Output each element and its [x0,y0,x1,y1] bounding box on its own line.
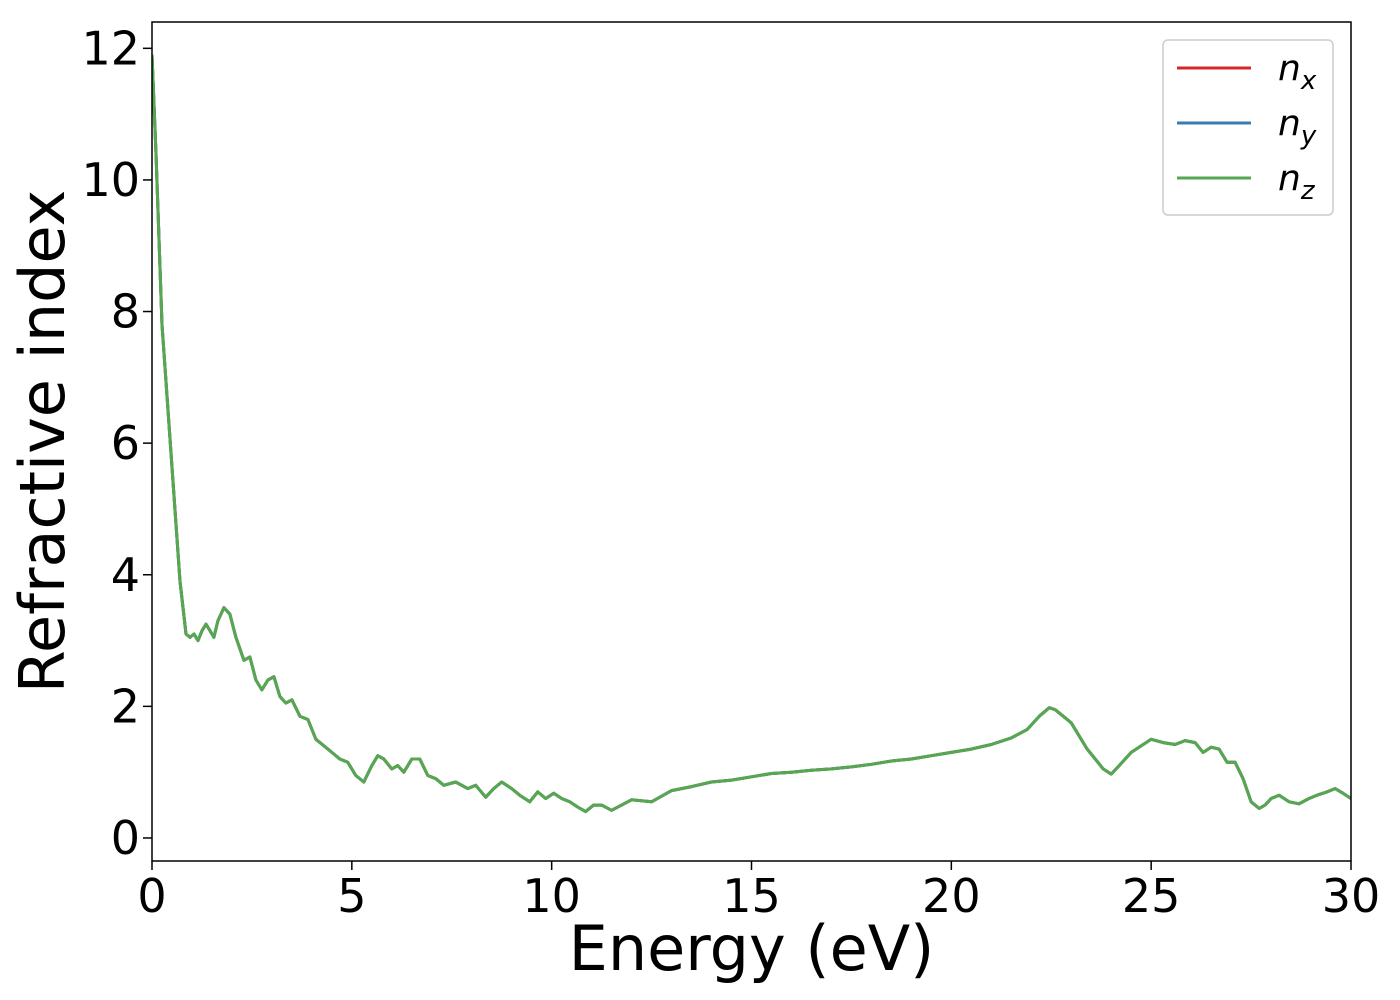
legend-label-y: ny [1278,103,1317,151]
y-tick-label: 6 [111,416,140,470]
axis-ticks: 0 5 10 15 20 25 30 0 2 4 6 8 10 12 [81,21,1380,923]
x-tick-label: 0 [137,869,166,923]
y-tick-label: 8 [111,285,140,339]
x-tick-label: 20 [922,869,981,923]
x-tick-label: 30 [1322,869,1381,923]
legend-label-x: nx [1278,48,1317,96]
x-tick-label: 25 [1122,869,1181,923]
y-tick-label: 0 [111,811,140,865]
legend-box [1162,39,1334,216]
x-axis-label: Energy (eV) [569,912,935,985]
y-tick-label: 10 [81,153,140,207]
y-tick-label: 12 [81,21,140,75]
x-tick-label: 15 [722,869,781,923]
series-line-n-z [152,54,1351,814]
y-tick-label: 4 [111,548,140,602]
x-tick-label: 5 [337,869,366,923]
legend-label-z: nz [1278,158,1316,206]
y-axis-label: Refractive index [6,190,79,694]
x-tick-label: 10 [522,869,581,923]
legend: nx ny nz [1162,39,1334,216]
y-tick-label: 2 [111,679,140,733]
